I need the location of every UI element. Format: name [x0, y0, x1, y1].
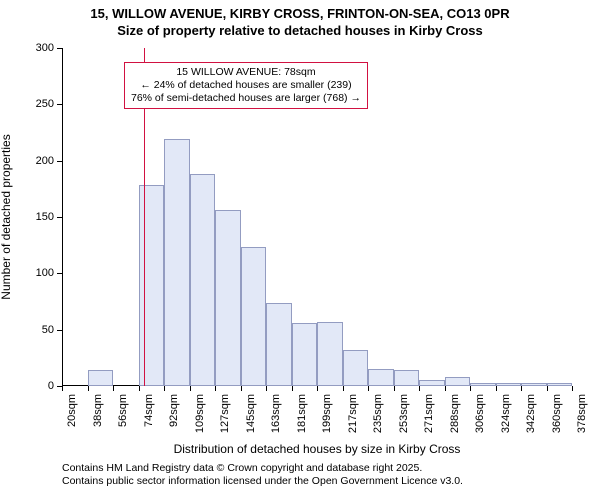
histogram-bar: [445, 377, 471, 386]
histogram-bar: [317, 322, 343, 386]
title-line-2: Size of property relative to detached ho…: [0, 23, 600, 40]
histogram-bar: [419, 380, 445, 386]
x-tick-label: 163sqm: [270, 394, 282, 433]
x-tick-label: 199sqm: [321, 394, 333, 433]
y-axis-title: Number of detached properties: [0, 134, 13, 299]
x-tick-label: 306sqm: [474, 394, 486, 433]
histogram-bar: [88, 370, 114, 386]
y-tick-label: 0: [24, 380, 54, 392]
histogram-bar: [368, 369, 394, 386]
x-tick-label: 235sqm: [372, 394, 384, 433]
histogram-bar: [215, 210, 241, 386]
title-line-1: 15, WILLOW AVENUE, KIRBY CROSS, FRINTON-…: [0, 6, 600, 23]
x-tick-label: 217sqm: [347, 394, 359, 433]
x-tick-label: 38sqm: [92, 394, 104, 427]
x-axis-title: Distribution of detached houses by size …: [62, 442, 572, 456]
annotation-line: ← 24% of detached houses are smaller (23…: [131, 79, 361, 92]
x-tick-label: 324sqm: [500, 394, 512, 433]
histogram-bar: [547, 383, 573, 386]
chart-title: 15, WILLOW AVENUE, KIRBY CROSS, FRINTON-…: [0, 0, 600, 40]
histogram-bar: [521, 383, 547, 386]
x-tick-label: 271sqm: [423, 394, 435, 433]
histogram-bar: [190, 174, 216, 386]
annotation-line: 15 WILLOW AVENUE: 78sqm: [131, 66, 361, 79]
plot-area: 15 WILLOW AVENUE: 78sqm← 24% of detached…: [62, 48, 572, 386]
x-tick-label: 145sqm: [245, 394, 257, 433]
x-tick-label: 56sqm: [117, 394, 129, 427]
histogram-bar: [292, 323, 318, 386]
histogram-bar: [343, 350, 369, 386]
x-tick-label: 74sqm: [143, 394, 155, 427]
histogram-bar: [470, 383, 496, 386]
histogram-bar: [496, 383, 522, 386]
y-tick-label: 300: [24, 42, 54, 54]
chart-container: 15, WILLOW AVENUE, KIRBY CROSS, FRINTON-…: [0, 0, 600, 500]
x-tick-label: 20sqm: [66, 394, 78, 427]
y-tick-label: 150: [24, 211, 54, 223]
annotation-box: 15 WILLOW AVENUE: 78sqm← 24% of detached…: [124, 62, 368, 109]
y-tick-label: 50: [24, 324, 54, 336]
x-tick-label: 360sqm: [551, 394, 563, 433]
footer-line-1: Contains HM Land Registry data © Crown c…: [62, 462, 422, 475]
footer-line-2: Contains public sector information licen…: [62, 475, 463, 488]
annotation-line: 76% of semi-detached houses are larger (…: [131, 92, 361, 105]
x-tick-label: 109sqm: [194, 394, 206, 433]
x-tick-label: 181sqm: [296, 394, 308, 433]
histogram-bar: [139, 185, 165, 386]
histogram-bar: [394, 370, 420, 386]
histogram-bar: [164, 139, 190, 386]
x-tick-label: 288sqm: [449, 394, 461, 433]
y-tick-label: 250: [24, 98, 54, 110]
x-tick-label: 253sqm: [398, 394, 410, 433]
y-tick-label: 100: [24, 267, 54, 279]
y-tick-label: 200: [24, 155, 54, 167]
histogram-bar: [266, 303, 292, 386]
x-tick-label: 127sqm: [219, 394, 231, 433]
x-tick-label: 92sqm: [168, 394, 180, 427]
x-tick-label: 378sqm: [576, 394, 588, 433]
histogram-bar: [241, 247, 267, 386]
x-tick-label: 342sqm: [525, 394, 537, 433]
